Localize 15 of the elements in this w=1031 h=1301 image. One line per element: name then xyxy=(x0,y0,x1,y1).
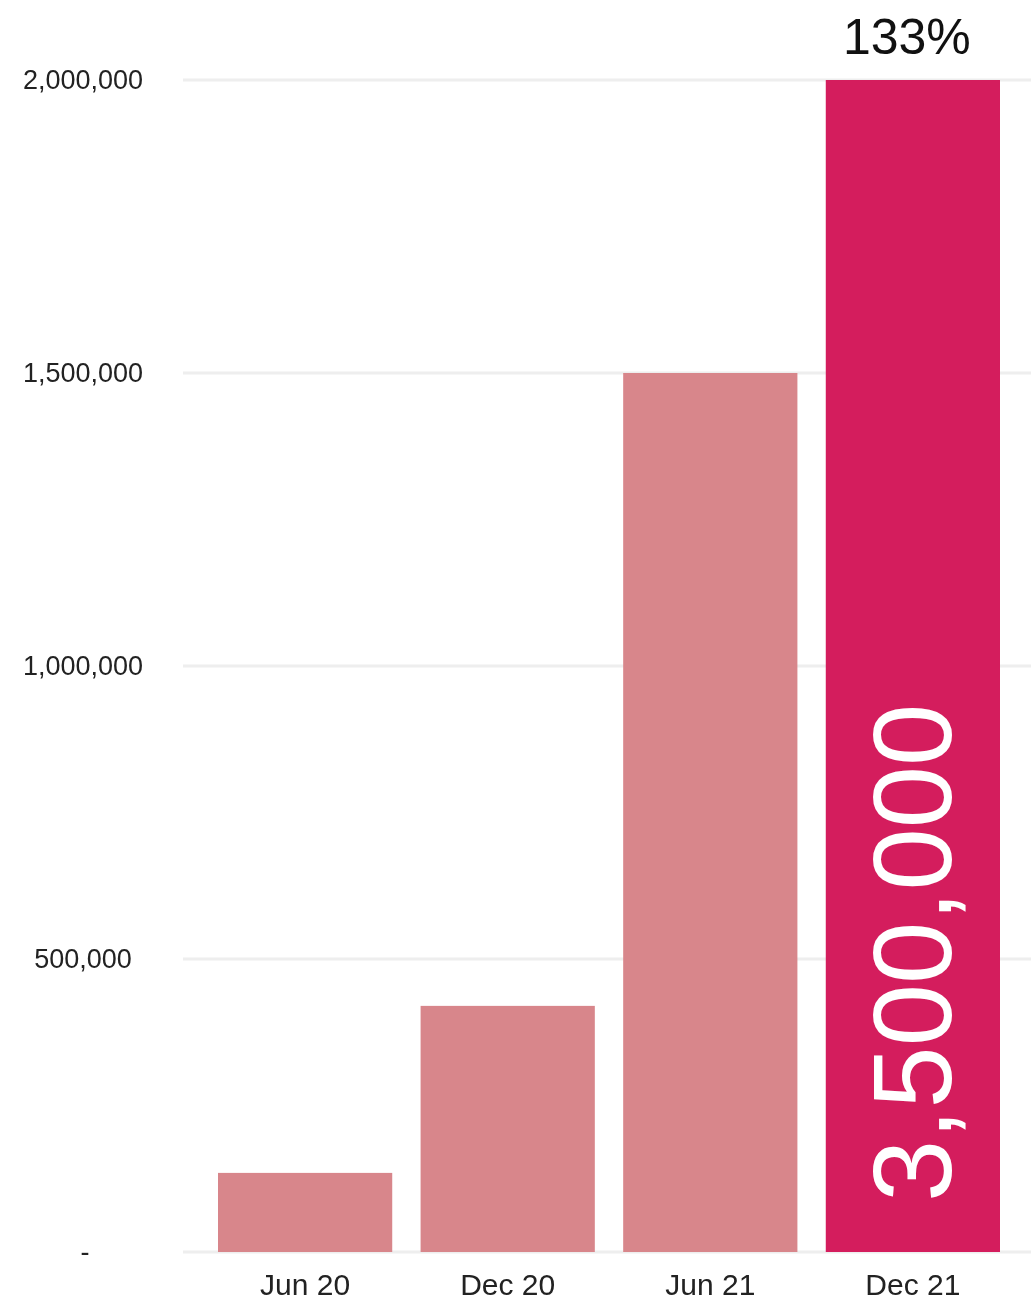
y-tick-label: - xyxy=(80,1237,90,1268)
x-tick-label: Dec 20 xyxy=(460,1268,556,1301)
y-tick-label: 1,000,000 xyxy=(22,651,144,682)
bar xyxy=(218,1172,393,1252)
y-tick-label: 2,000,000 xyxy=(22,65,144,96)
annotation: 133% xyxy=(842,9,971,65)
bar xyxy=(825,80,1000,1252)
x-tick-label: Jun 20 xyxy=(260,1268,351,1301)
y-tick-label: 500,000 xyxy=(34,944,132,975)
y-tick-label: 1,500,000 xyxy=(22,358,144,389)
x-tick-label: Jun 21 xyxy=(665,1268,756,1301)
annotation: 3,500,000 xyxy=(849,703,975,1202)
bar xyxy=(623,373,798,1252)
bar xyxy=(420,1005,595,1252)
x-tick-label: Dec 21 xyxy=(865,1268,961,1301)
